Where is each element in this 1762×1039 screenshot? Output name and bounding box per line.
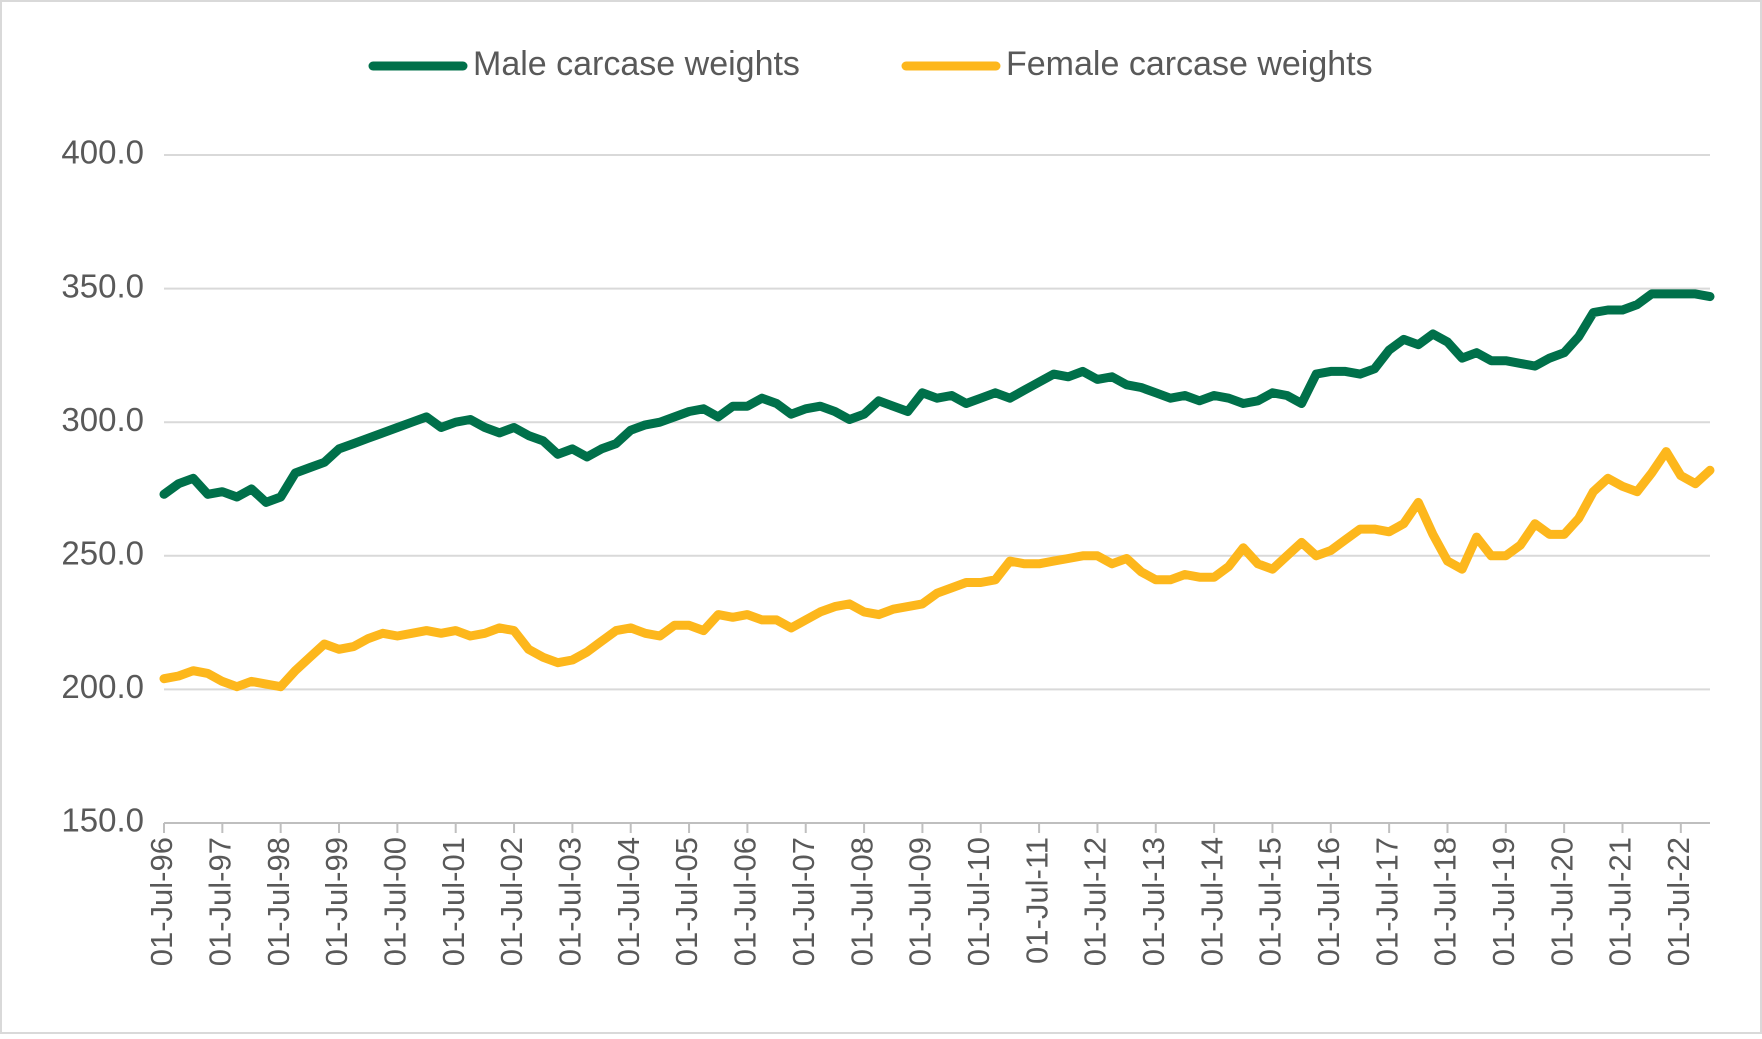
x-tick-label: 01-Jul-20 (1544, 837, 1579, 966)
x-tick-label: 01-Jul-18 (1428, 837, 1463, 966)
legend-label: Male carcase weights (473, 45, 800, 83)
x-tick-label: 01-Jul-12 (1078, 837, 1113, 966)
x-tick-label: 01-Jul-06 (728, 837, 763, 966)
x-tick-label: 01-Jul-04 (611, 837, 646, 966)
x-tick-label: 01-Jul-99 (319, 837, 354, 966)
legend-label: Female carcase weights (1006, 45, 1373, 83)
x-tick-label: 01-Jul-00 (378, 837, 413, 966)
x-tick-label: 01-Jul-03 (553, 837, 588, 966)
y-tick-label: 150.0 (61, 802, 144, 839)
series-line (159, 289, 1715, 507)
x-tick-label: 01-Jul-13 (1136, 837, 1171, 966)
x-tick-label: 01-Jul-05 (669, 837, 704, 966)
x-tick-label: 01-Jul-15 (1253, 837, 1288, 966)
x-tick-label: 01-Jul-17 (1369, 837, 1404, 966)
y-tick-label: 250.0 (61, 535, 144, 572)
x-tick-label: 01-Jul-08 (844, 837, 879, 966)
x-tick-label: 01-Jul-07 (786, 837, 821, 966)
x-tick-label: 01-Jul-22 (1661, 837, 1696, 966)
x-tick-label: 01-Jul-19 (1486, 837, 1521, 966)
x-tick-label: 01-Jul-10 (961, 837, 996, 966)
y-tick-label: 350.0 (61, 267, 144, 304)
series-line (159, 447, 1715, 692)
x-tick-label: 01-Jul-96 (144, 837, 179, 966)
x-tick-label: 01-Jul-11 (1019, 837, 1054, 964)
x-tick-label: 01-Jul-02 (494, 837, 529, 966)
y-tick-label: 200.0 (61, 668, 144, 705)
x-tick-label: 01-Jul-09 (903, 837, 938, 966)
x-tick-label: 01-Jul-97 (203, 837, 238, 966)
x-tick-label: 01-Jul-16 (1311, 837, 1346, 966)
x-tick-label: 01-Jul-21 (1603, 837, 1638, 966)
x-tick-label: 01-Jul-14 (1194, 837, 1229, 966)
y-tick-label: 300.0 (61, 401, 144, 438)
y-tick-label: 400.0 (61, 134, 144, 171)
x-tick-label: 01-Jul-01 (436, 837, 471, 966)
x-tick-label: 01-Jul-98 (261, 837, 296, 966)
